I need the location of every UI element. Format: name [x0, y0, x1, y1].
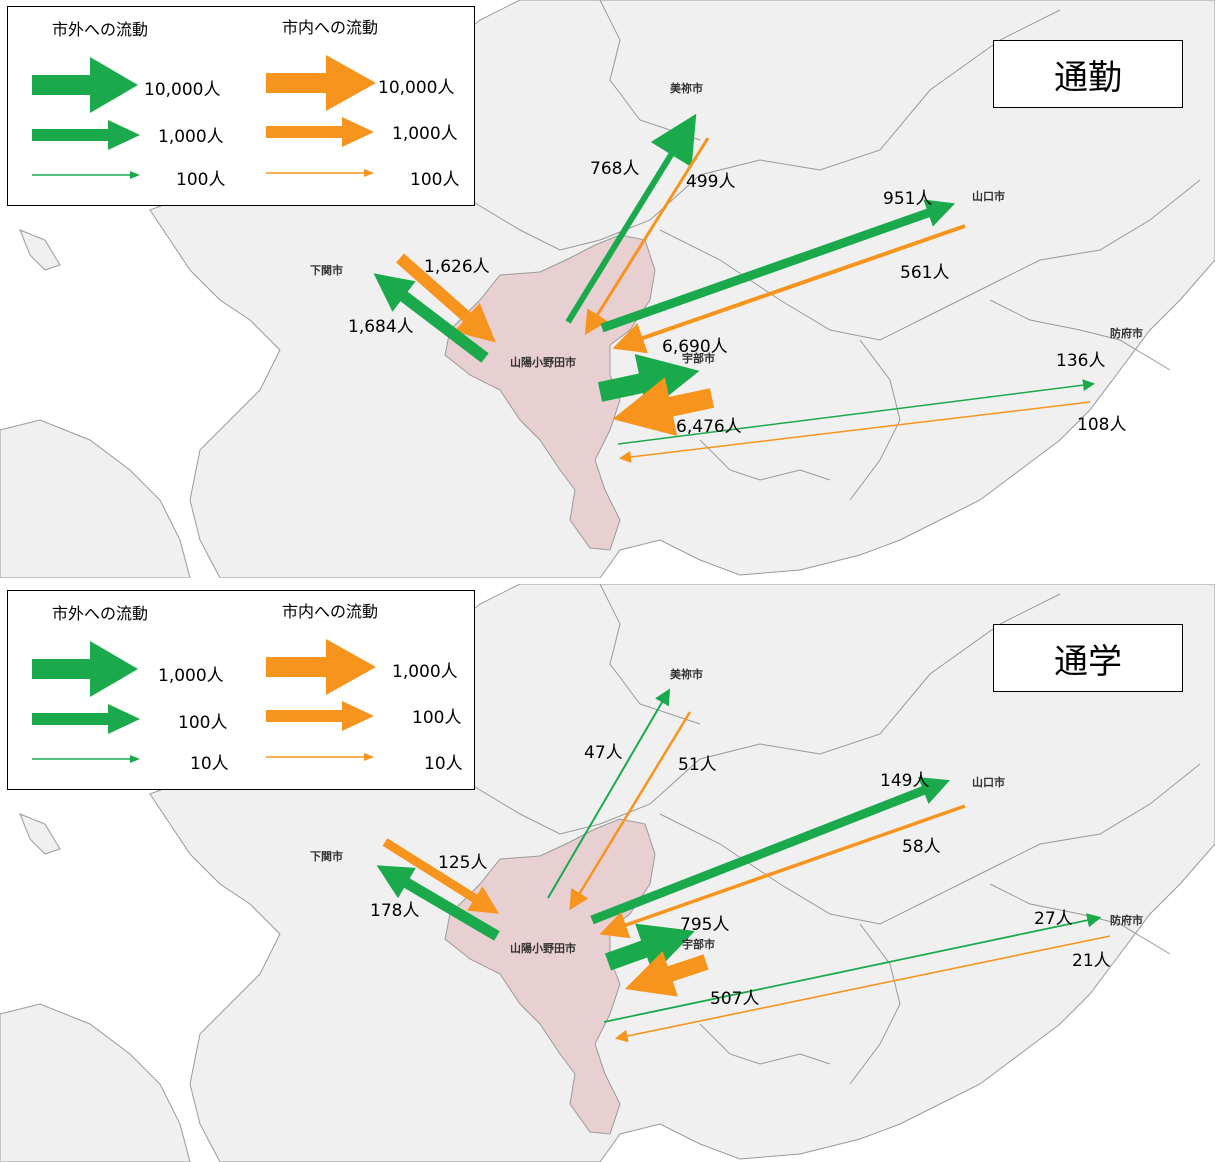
city-label-yamaguchi: 山口市	[972, 776, 1005, 789]
arrow-mine-out	[565, 113, 697, 324]
arrow-ube-out	[604, 923, 695, 975]
flow-value-hofu-out: 136人	[1056, 351, 1106, 371]
city-label-hofu: 防府市	[1110, 327, 1143, 340]
legend-outflow-arrow-medium	[32, 120, 140, 150]
school-legend: 市外への流動 市内への流動 1,000人 1,000人 100人 100人 10…	[7, 590, 475, 790]
city-label-ube: 宇部市	[682, 938, 715, 951]
city-label-sanyo-onoda: 山陽小野田市	[510, 942, 576, 955]
arrow-mine-in	[569, 711, 692, 911]
legend-inflow-arrow-medium	[266, 701, 374, 731]
legend-inflow-arrow-large	[266, 639, 376, 695]
flow-value-yamaguchi-in: 561人	[900, 263, 950, 283]
arrow-yamaguchi-out	[600, 199, 956, 333]
arrow-hofu-in	[619, 401, 1091, 463]
legend-inflow-arrow-medium	[266, 117, 374, 147]
legend-outflow-scale-large: 1,000人	[158, 666, 224, 686]
flow-value-hofu-out: 27人	[1034, 909, 1073, 929]
legend-outflow-arrowhead-small	[130, 171, 140, 179]
arrow-yamaguchi-out	[590, 777, 951, 925]
legend-outflow-scale-medium: 1,000人	[158, 127, 224, 147]
legend-inflow-scale-medium: 1,000人	[392, 124, 458, 144]
flow-value-mine-out: 768人	[590, 159, 640, 179]
flow-value-shimonoseki-in: 125人	[438, 853, 488, 873]
legend-outflow-arrow-medium	[32, 704, 140, 734]
flow-value-mine-out: 47人	[584, 743, 623, 763]
legend-outflow-scale-large: 10,000人	[144, 80, 221, 100]
arrow-shimonoseki-in	[382, 838, 500, 914]
school-map-panel: 美祢市 下関市 山陽小野田市 宇部市 山口市 防府市 47人 51人 149人 …	[0, 584, 1215, 1162]
arrow-yamaguchi-in	[612, 224, 966, 354]
city-label-shimonoseki: 下関市	[310, 850, 343, 863]
city-label-sanyo-onoda: 山陽小野田市	[510, 356, 576, 369]
legend-inflow-arrowhead-small	[364, 753, 374, 761]
legend-inflow-header: 市内への流動	[282, 18, 379, 37]
flow-value-hofu-in: 108人	[1077, 415, 1127, 435]
legend-inflow-arrowhead-small	[364, 169, 374, 177]
arrow-shimonoseki-out	[376, 865, 500, 941]
legend-outflow-scale-medium: 100人	[178, 713, 228, 733]
arrow-mine-out	[547, 688, 671, 899]
legend-arrows	[32, 55, 376, 179]
flow-value-shimonoseki-in: 1,626人	[424, 257, 490, 277]
municipal-boundaries	[469, 584, 1201, 1085]
city-label-ube: 宇部市	[682, 352, 715, 365]
city-label-shimonoseki: 下関市	[310, 264, 343, 277]
legend-inflow-scale-large: 10,000人	[378, 78, 455, 98]
flow-value-yamaguchi-in: 58人	[902, 837, 941, 857]
arrow-mine-in	[584, 137, 710, 336]
map-title-commute: 通勤	[993, 40, 1183, 108]
legend-inflow-header: 市内への流動	[282, 602, 379, 621]
arrow-shimonoseki-out	[373, 273, 489, 363]
commute-legend: 市外への流動 市内への流動 10,000人 10,000人 1,000人 1,0…	[7, 6, 475, 206]
legend-outflow-scale-small: 10人	[190, 754, 229, 774]
legend-outflow-header: 市外への流動	[52, 20, 149, 39]
legend-inflow-scale-small: 10人	[424, 754, 463, 774]
arrow-hofu-out	[603, 913, 1102, 1023]
flow-value-mine-in: 499人	[686, 172, 736, 192]
flow-value-ube-out: 795人	[680, 915, 730, 935]
flow-value-shimonoseki-out: 1,684人	[348, 317, 414, 337]
arrow-hofu-in	[614, 935, 1111, 1043]
arrow-yamaguchi-in	[599, 804, 966, 939]
school-flow-arrows	[376, 688, 1111, 1043]
arrow-ube-in	[612, 377, 715, 437]
flow-value-shimonoseki-out: 178人	[370, 901, 420, 921]
arrow-hofu-out	[617, 379, 1095, 445]
map-title-school: 通学	[993, 624, 1183, 692]
legend-inflow-arrow-large	[266, 55, 376, 111]
city-label-hofu: 防府市	[1110, 914, 1143, 927]
city-label-mine: 美祢市	[670, 82, 703, 95]
arrow-ube-in	[624, 951, 709, 997]
legend-inflow-scale-large: 1,000人	[392, 662, 458, 682]
city-label-mine: 美祢市	[670, 668, 703, 681]
flow-value-yamaguchi-out: 951人	[883, 189, 933, 209]
flow-value-ube-in: 507人	[710, 989, 760, 1009]
legend-arrows	[32, 639, 376, 763]
legend-inflow-scale-medium: 100人	[412, 708, 462, 728]
flow-value-ube-out: 6,690人	[662, 337, 728, 357]
legend-outflow-header: 市外への流動	[52, 604, 149, 623]
flow-value-hofu-in: 21人	[1072, 951, 1111, 971]
legend-inflow-scale-small: 100人	[410, 170, 460, 190]
flow-value-ube-in: 6,476人	[676, 417, 742, 437]
city-label-yamaguchi: 山口市	[972, 190, 1005, 203]
legend-outflow-arrow-large	[32, 57, 138, 113]
flow-value-mine-in: 51人	[678, 755, 717, 775]
flow-value-yamaguchi-out: 149人	[880, 771, 930, 791]
arrow-shimonoseki-in	[396, 253, 496, 343]
legend-outflow-arrowhead-small	[130, 755, 140, 763]
legend-outflow-arrow-large	[32, 641, 138, 697]
legend-outflow-scale-small: 100人	[176, 170, 226, 190]
commute-map-panel: 美祢市 下関市 山陽小野田市 宇部市 山口市 防府市 768人 499人 951…	[0, 0, 1215, 578]
commute-flow-arrows	[373, 113, 1095, 463]
